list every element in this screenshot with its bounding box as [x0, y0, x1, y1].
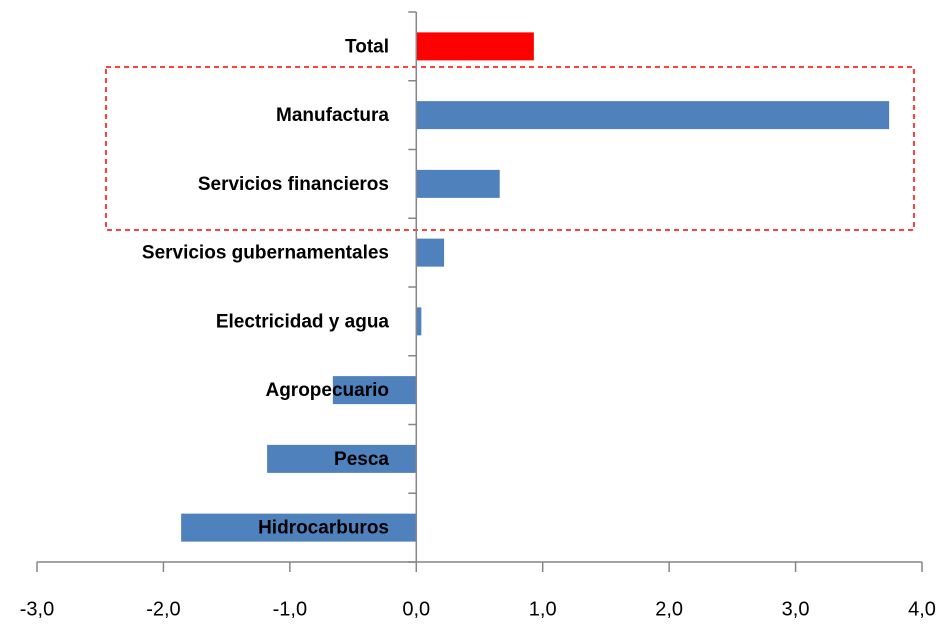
category-label: Total — [345, 36, 389, 57]
highlight-box — [105, 66, 915, 231]
bar — [416, 101, 890, 130]
x-tick-label: 0,0 — [402, 598, 430, 620]
x-tick-label: 2,0 — [655, 598, 683, 620]
category-label: Electricidad y agua — [216, 311, 390, 332]
bar — [416, 238, 445, 267]
x-tick-label: -2,0 — [146, 598, 180, 620]
category-label: Manufactura — [276, 105, 389, 126]
category-label: Hidrocarburos — [258, 518, 389, 539]
category-label: Servicios gubernamentales — [142, 243, 389, 264]
x-tick-label: 1,0 — [529, 598, 557, 620]
bar — [332, 376, 417, 405]
category-label: Agropecuario — [265, 380, 389, 401]
bar — [267, 444, 417, 473]
bar — [416, 32, 534, 61]
x-tick-label: -1,0 — [273, 598, 307, 620]
x-tick-label: 4,0 — [908, 598, 936, 620]
bar — [416, 307, 422, 336]
bar — [416, 169, 500, 198]
x-tick-label: 3,0 — [782, 598, 810, 620]
category-label: Servicios financieros — [198, 174, 389, 195]
bar — [181, 513, 417, 542]
x-tick-label: -3,0 — [20, 598, 54, 620]
category-label: Pesca — [334, 449, 389, 470]
